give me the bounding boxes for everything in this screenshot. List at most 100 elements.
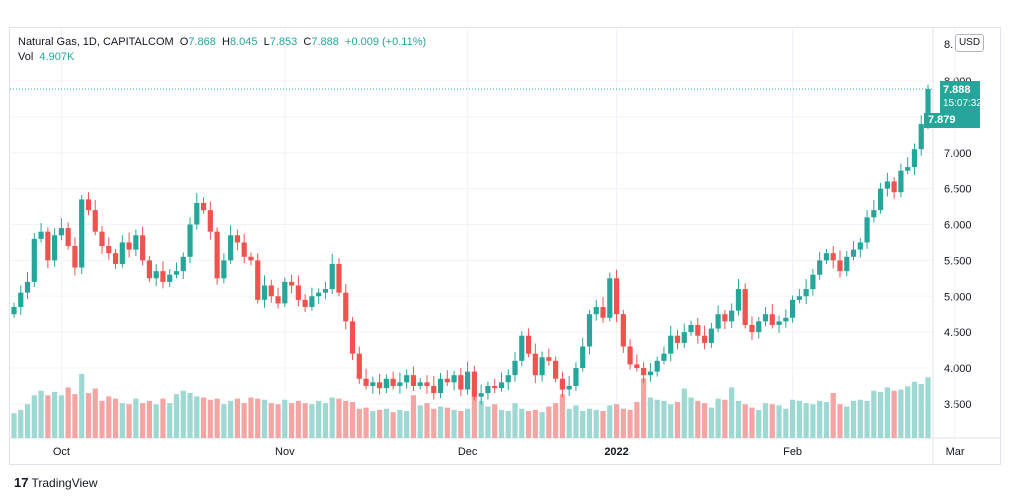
volume-bar (72, 394, 78, 438)
volume-bar (214, 398, 220, 438)
volume-bar (187, 393, 193, 438)
candle-body (620, 314, 626, 347)
candle-body (844, 256, 850, 272)
volume-bar (268, 403, 274, 438)
candle-body (478, 393, 484, 397)
bar-countdown: 15:07:32 (943, 98, 982, 109)
y-tick-label: 3.500 (944, 399, 972, 411)
candle-body (261, 285, 268, 300)
candle-body (356, 353, 362, 379)
volume-bar (106, 396, 112, 438)
candle-body (282, 281, 288, 304)
volume-bar (783, 408, 789, 438)
volume-bar (45, 395, 51, 438)
volume-bar (275, 404, 281, 438)
candle-body (431, 385, 437, 394)
volume-bar (228, 400, 234, 438)
candle-body (99, 231, 105, 247)
candle-body (573, 368, 579, 386)
symbol-title[interactable]: Natural Gas, 1D, CAPITALCOM (18, 36, 174, 48)
candle-body (234, 235, 241, 243)
volume-bar (627, 409, 633, 438)
candle-body (228, 235, 234, 261)
candle-body (498, 382, 505, 389)
currency-button[interactable]: USD (955, 34, 984, 52)
candle-body (769, 314, 775, 325)
candle-body (248, 256, 254, 261)
candle-body (390, 378, 396, 386)
volume-bar (918, 384, 924, 438)
volume-bar (234, 398, 241, 438)
open-label: O (179, 36, 189, 48)
volume-bar (742, 404, 748, 438)
volume-bar (735, 400, 742, 438)
candle-body (925, 89, 931, 125)
volume-bar (532, 409, 538, 438)
volume-bar (316, 400, 322, 438)
candle-body (512, 360, 518, 376)
tradingview-branding[interactable]: 17 TradingView (14, 475, 98, 490)
volume-bar (167, 403, 173, 438)
volume-bar (674, 402, 681, 438)
candle-body (146, 260, 153, 279)
volume-bar (823, 402, 830, 438)
candle-body (65, 228, 71, 247)
volume-bar (559, 394, 565, 438)
candle-body (302, 299, 308, 308)
candle-body (817, 260, 823, 275)
candle-body (383, 378, 389, 389)
volume-bar (789, 399, 796, 438)
candle-body (363, 378, 369, 386)
low-label: L (263, 36, 270, 48)
volume-bar (458, 411, 464, 438)
candle-body (627, 346, 633, 365)
candle-body (377, 382, 383, 389)
volume-bar (140, 403, 146, 438)
volume-bar (607, 405, 613, 438)
candle-body (810, 274, 816, 290)
volume-bar (715, 398, 721, 438)
volume-bar (465, 408, 471, 438)
candle-body (255, 260, 261, 300)
candle-body (559, 378, 565, 390)
volume-bar (519, 408, 525, 438)
candle-body (742, 289, 748, 325)
y-tick-label: 8. (944, 39, 953, 51)
candle-body (214, 231, 220, 279)
candle-body (532, 353, 538, 376)
candle-body (275, 296, 281, 304)
volume-bar (796, 400, 802, 438)
volume-bar (85, 393, 92, 438)
volume-bar (776, 405, 782, 438)
volume-bar (681, 388, 687, 438)
volume-bar (803, 403, 809, 438)
candle-body (207, 210, 213, 232)
volume-bar (898, 389, 904, 438)
volume-bar (200, 397, 207, 438)
x-tick-label: Mar (946, 446, 965, 458)
y-tick-label: 6.500 (944, 184, 972, 196)
candle-body (410, 375, 417, 386)
candle-body (58, 228, 64, 236)
volume-bar (613, 404, 620, 438)
volume-bar (756, 409, 762, 438)
y-tick-label: 7.000 (944, 148, 972, 160)
candle-body (18, 292, 24, 308)
volume-bar (343, 400, 349, 438)
volume-bar (891, 390, 897, 438)
volume-bar (11, 413, 17, 438)
volume-bar (884, 387, 890, 438)
candle-body (343, 292, 349, 322)
candle-body (789, 299, 796, 318)
volume-bar (857, 399, 863, 438)
volume-bar (593, 409, 599, 438)
volume-bar (911, 381, 918, 438)
volume-bar (668, 404, 674, 438)
candle-body (45, 231, 51, 261)
volume-bar (207, 399, 213, 438)
volume-bar (708, 407, 714, 438)
candle-body (140, 235, 146, 261)
volume-bar (24, 404, 31, 438)
volume-bar (485, 406, 491, 438)
